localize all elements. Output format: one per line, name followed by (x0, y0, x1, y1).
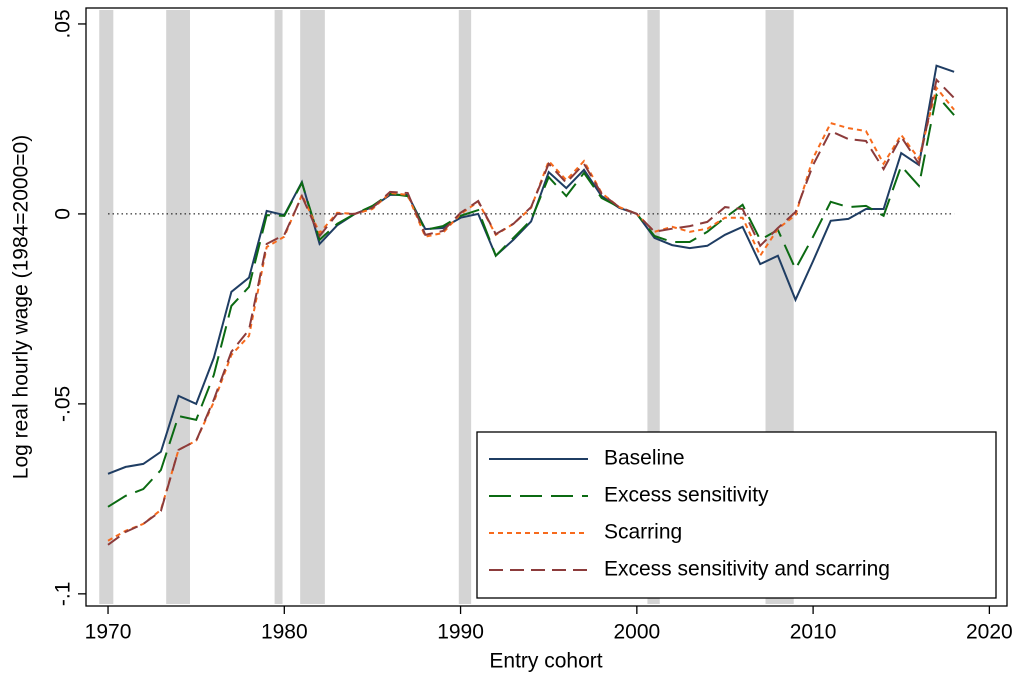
x-tick-label: 1970 (85, 621, 132, 644)
recession-band (300, 10, 325, 604)
series-line (107, 77, 955, 546)
series-line (107, 92, 955, 508)
x-tick-label: 2010 (790, 621, 837, 644)
legend: Baseline Excess sensitivity Scarring Excess… (476, 431, 997, 599)
x-tick-label: 2000 (613, 621, 660, 644)
y-tick-label: .05 (52, 9, 75, 38)
y-tick-label: -.05 (52, 386, 75, 422)
x-tick-label: 1980 (261, 621, 308, 644)
legend-label: Excess sensitivity and scarring (604, 558, 890, 581)
y-axis-label: Log real hourly wage (1984=2000=0) (10, 135, 33, 479)
recession-band (458, 10, 472, 604)
legend-label: Baseline (604, 447, 685, 470)
y-tick-label: 0 (52, 208, 75, 220)
recession-band (166, 10, 190, 604)
plot-frame (85, 7, 1008, 607)
x-tick-label: 1990 (437, 621, 484, 644)
x-axis-label: Entry cohort (489, 650, 602, 673)
legend-label: Scarring (604, 521, 682, 544)
series-line (107, 64, 955, 475)
y-tick-label: -.1 (52, 582, 75, 607)
legend-label: Excess sensitivity (604, 484, 769, 507)
recession-band (99, 10, 114, 604)
recession-band (274, 10, 283, 604)
x-tick-label: 2020 (966, 621, 1013, 644)
